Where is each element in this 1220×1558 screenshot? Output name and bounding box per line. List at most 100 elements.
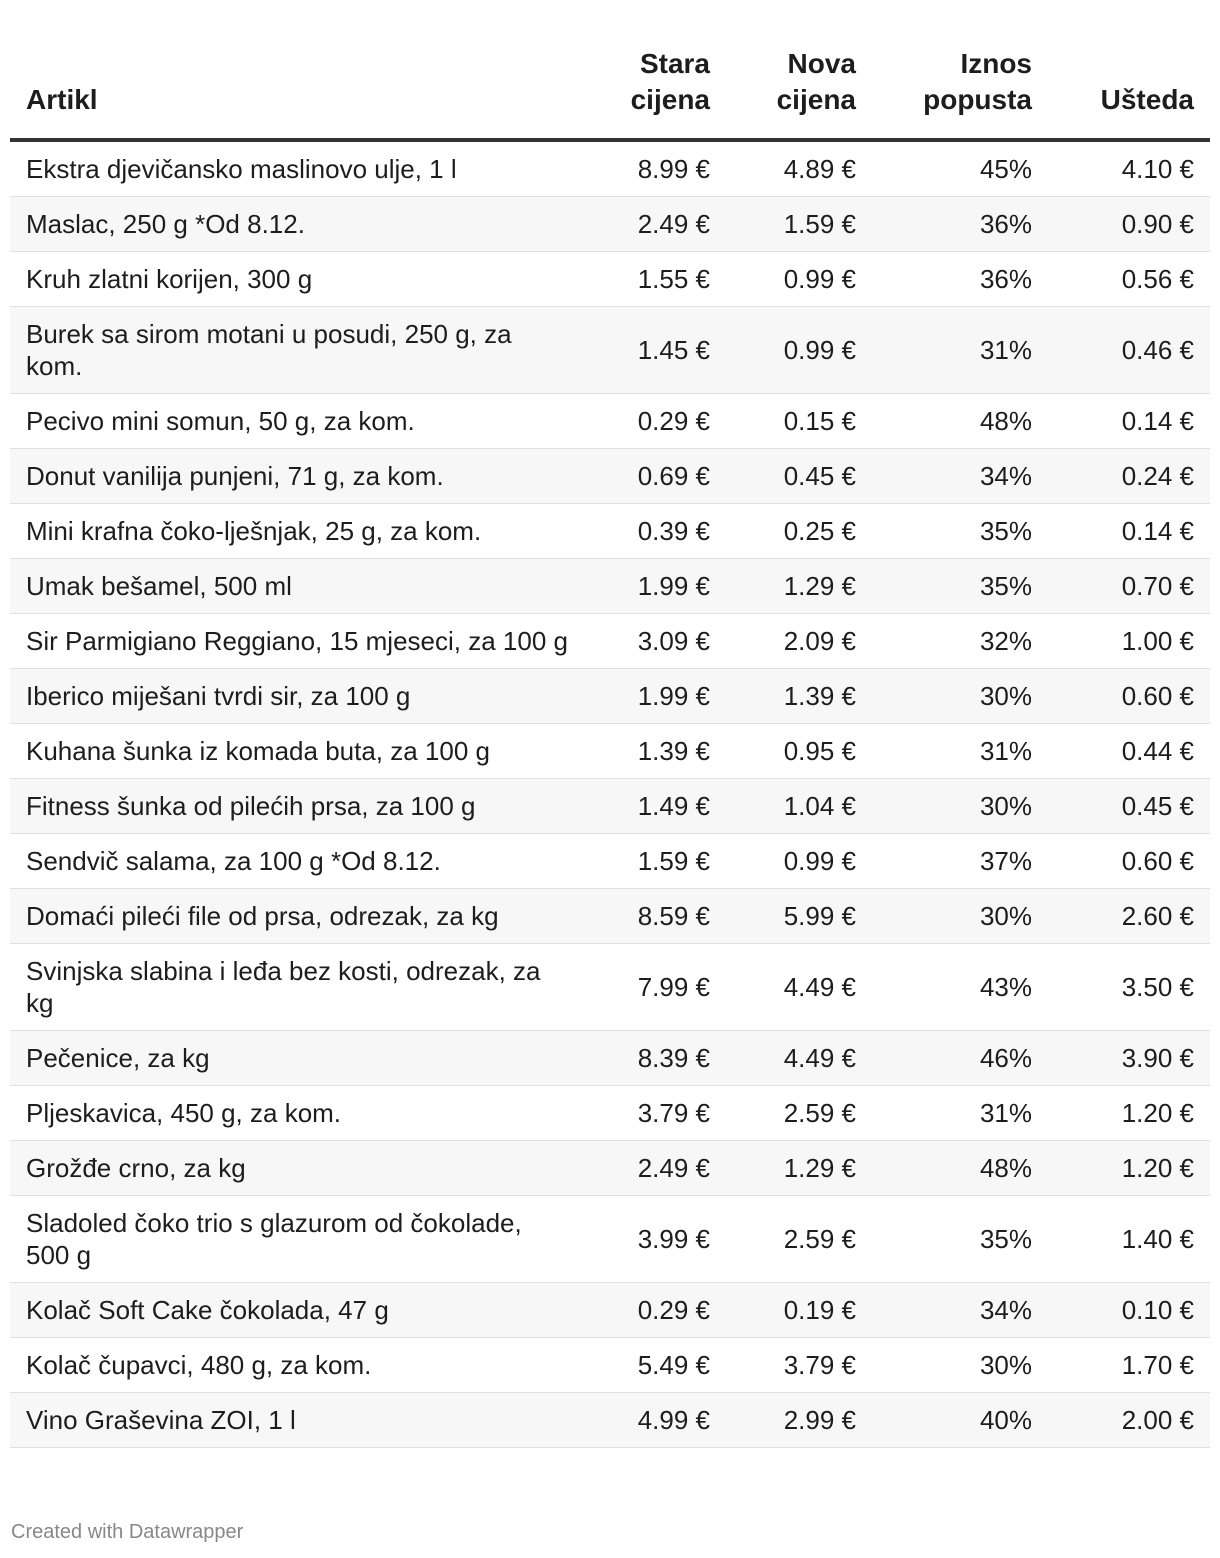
column-header-nova-cijena[interactable]: Nova cijena — [726, 38, 872, 142]
cell-stara-cijena: 1.59 € — [576, 833, 726, 889]
column-header-stara-cijena[interactable]: Stara cijena — [576, 38, 726, 142]
table-row: Pečenice, za kg 8.39 €4.49 €46% 3.90 € — [10, 1030, 1210, 1086]
table-row: Kolač čupavci, 480 g, za kom. 5.49 €3.79 … — [10, 1337, 1210, 1393]
cell-nova-cijena: 5.99 € — [726, 888, 872, 944]
cell-usteda: 0.56 € — [1048, 251, 1210, 307]
cell-nova-cijena: 2.59 € — [726, 1085, 872, 1141]
table-row: Sendvič salama, za 100 g *Od 8.12. 1.59 €… — [10, 833, 1210, 889]
cell-nova-cijena: 2.99 € — [726, 1392, 872, 1448]
cell-usteda: 1.40 € — [1048, 1195, 1210, 1283]
cell-nova-cijena: 0.25 € — [726, 503, 872, 559]
cell-iznos-popusta: 31% — [872, 1085, 1048, 1141]
column-header-artikl[interactable]: Artikl — [10, 38, 576, 142]
column-header-iznos-popusta[interactable]: Iznos popusta — [872, 38, 1048, 142]
cell-usteda: 0.60 € — [1048, 668, 1210, 724]
cell-usteda: 4.10 € — [1048, 140, 1210, 197]
cell-stara-cijena: 3.79 € — [576, 1085, 726, 1141]
cell-usteda: 0.24 € — [1048, 448, 1210, 504]
table-row: Domaći pileći file od prsa, odrezak, za … — [10, 888, 1210, 944]
cell-iznos-popusta: 36% — [872, 251, 1048, 307]
cell-nova-cijena: 3.79 € — [726, 1337, 872, 1393]
cell-artikl: Burek sa sirom motani u posudi, 250 g, z… — [10, 306, 576, 394]
cell-usteda: 0.70 € — [1048, 558, 1210, 614]
cell-nova-cijena: 0.15 € — [726, 393, 872, 449]
cell-stara-cijena: 0.29 € — [576, 393, 726, 449]
cell-usteda: 2.00 € — [1048, 1392, 1210, 1448]
cell-artikl: Donut vanilija punjeni, 71 g, za kom. — [10, 448, 576, 504]
cell-nova-cijena: 4.49 € — [726, 1030, 872, 1086]
cell-usteda: 0.14 € — [1048, 503, 1210, 559]
cell-artikl: Sladoled čoko trio s glazurom od čokolad… — [10, 1195, 576, 1283]
cell-artikl: Fitness šunka od pilećih prsa, za 100 g — [10, 778, 576, 834]
cell-usteda: 0.60 € — [1048, 833, 1210, 889]
cell-stara-cijena: 0.29 € — [576, 1282, 726, 1338]
table-row: Donut vanilija punjeni, 71 g, za kom. 0.6… — [10, 448, 1210, 504]
cell-nova-cijena: 0.99 € — [726, 306, 872, 394]
price-table: Artikl Stara cijena Nova cijena Iznos po… — [10, 38, 1210, 1448]
cell-artikl: Kolač Soft Cake čokolada, 47 g — [10, 1282, 576, 1338]
cell-nova-cijena: 1.59 € — [726, 196, 872, 252]
cell-nova-cijena: 4.89 € — [726, 140, 872, 197]
cell-nova-cijena: 0.19 € — [726, 1282, 872, 1338]
cell-iznos-popusta: 30% — [872, 1337, 1048, 1393]
cell-stara-cijena: 8.59 € — [576, 888, 726, 944]
column-header-usteda[interactable]: Ušteda — [1048, 38, 1210, 142]
cell-stara-cijena: 0.69 € — [576, 448, 726, 504]
cell-usteda: 3.90 € — [1048, 1030, 1210, 1086]
cell-iznos-popusta: 46% — [872, 1030, 1048, 1086]
cell-usteda: 0.46 € — [1048, 306, 1210, 394]
cell-iznos-popusta: 31% — [872, 723, 1048, 779]
table-row: Burek sa sirom motani u posudi, 250 g, z… — [10, 306, 1210, 394]
table-row: Umak bešamel, 500 ml 1.99 €1.29 €35% 0.70 … — [10, 558, 1210, 614]
table-row: Pljeskavica, 450 g, za kom. 3.79 €2.59 €3… — [10, 1085, 1210, 1141]
table-body: Ekstra djevičansko maslinovo ulje, 1 l 8.… — [10, 140, 1210, 1448]
table-row: Mini krafna čoko-lješnjak, 25 g, za kom.… — [10, 503, 1210, 559]
cell-stara-cijena: 1.45 € — [576, 306, 726, 394]
cell-stara-cijena: 2.49 € — [576, 196, 726, 252]
cell-iznos-popusta: 40% — [872, 1392, 1048, 1448]
cell-iznos-popusta: 30% — [872, 888, 1048, 944]
cell-iznos-popusta: 45% — [872, 140, 1048, 197]
cell-nova-cijena: 1.39 € — [726, 668, 872, 724]
cell-artikl: Maslac, 250 g *Od 8.12. — [10, 196, 576, 252]
cell-artikl: Pecivo mini somun, 50 g, za kom. — [10, 393, 576, 449]
cell-artikl: Pljeskavica, 450 g, za kom. — [10, 1085, 576, 1141]
table-row: Vino Graševina ZOI, 1 l 4.99 €2.99 €40% 2.… — [10, 1392, 1210, 1448]
cell-stara-cijena: 8.39 € — [576, 1030, 726, 1086]
cell-iznos-popusta: 48% — [872, 393, 1048, 449]
cell-stara-cijena: 1.39 € — [576, 723, 726, 779]
cell-stara-cijena: 3.99 € — [576, 1195, 726, 1283]
cell-stara-cijena: 2.49 € — [576, 1140, 726, 1196]
cell-artikl: Umak bešamel, 500 ml — [10, 558, 576, 614]
cell-artikl: Mini krafna čoko-lješnjak, 25 g, za kom. — [10, 503, 576, 559]
table-row: Sladoled čoko trio s glazurom od čokolad… — [10, 1195, 1210, 1283]
cell-usteda: 0.45 € — [1048, 778, 1210, 834]
cell-iznos-popusta: 36% — [872, 196, 1048, 252]
cell-usteda: 3.50 € — [1048, 943, 1210, 1031]
cell-iznos-popusta: 48% — [872, 1140, 1048, 1196]
cell-stara-cijena: 4.99 € — [576, 1392, 726, 1448]
datawrapper-credit: Created with Datawrapper — [11, 1521, 244, 1543]
cell-usteda: 0.10 € — [1048, 1282, 1210, 1338]
cell-stara-cijena: 3.09 € — [576, 613, 726, 669]
cell-nova-cijena: 1.04 € — [726, 778, 872, 834]
cell-artikl: Svinjska slabina i leđa bez kosti, odrez… — [10, 943, 576, 1031]
table-row: Kolač Soft Cake čokolada, 47 g 0.29 €0.19… — [10, 1282, 1210, 1338]
cell-usteda: 0.90 € — [1048, 196, 1210, 252]
cell-artikl: Ekstra djevičansko maslinovo ulje, 1 l — [10, 140, 576, 197]
table-row: Kruh zlatni korijen, 300 g 1.55 €0.99 €36… — [10, 251, 1210, 307]
cell-usteda: 0.14 € — [1048, 393, 1210, 449]
table-row: Kuhana šunka iz komada buta, za 100 g 1.3… — [10, 723, 1210, 779]
table-row: Iberico miješani tvrdi sir, za 100 g 1.99… — [10, 668, 1210, 724]
cell-artikl: Pečenice, za kg — [10, 1030, 576, 1086]
cell-artikl: Sendvič salama, za 100 g *Od 8.12. — [10, 833, 576, 889]
header-row: Artikl Stara cijena Nova cijena Iznos po… — [10, 38, 1210, 142]
cell-stara-cijena: 1.55 € — [576, 251, 726, 307]
table-row: Pecivo mini somun, 50 g, za kom. 0.29 €0.… — [10, 393, 1210, 449]
cell-iznos-popusta: 35% — [872, 1195, 1048, 1283]
cell-stara-cijena: 1.99 € — [576, 668, 726, 724]
cell-usteda: 0.44 € — [1048, 723, 1210, 779]
cell-stara-cijena: 7.99 € — [576, 943, 726, 1031]
cell-usteda: 1.00 € — [1048, 613, 1210, 669]
cell-nova-cijena: 1.29 € — [726, 1140, 872, 1196]
